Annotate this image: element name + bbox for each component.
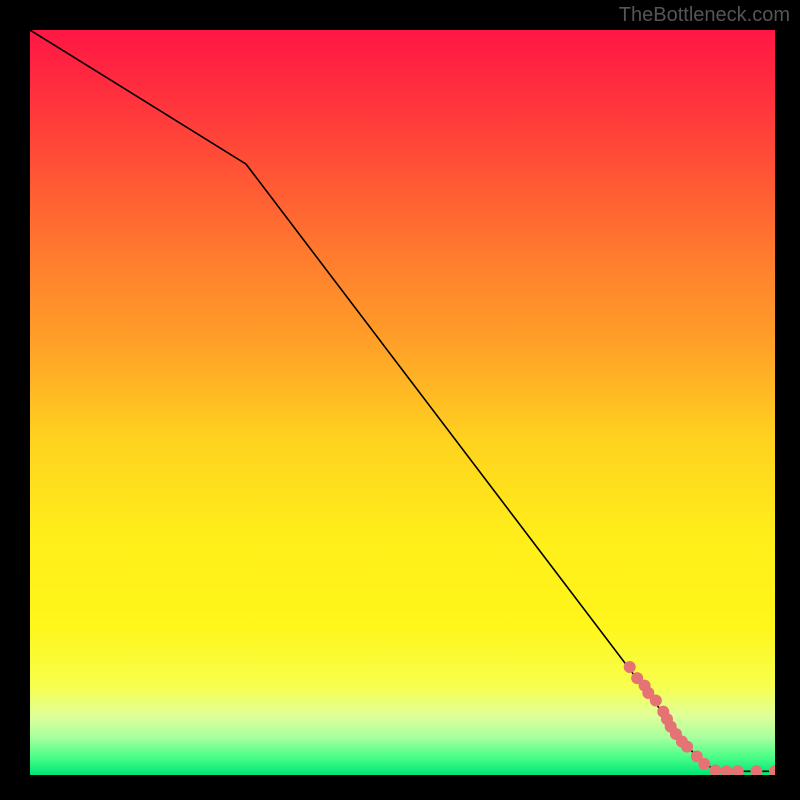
chart-marker (721, 765, 733, 775)
chart-marker (750, 765, 762, 775)
chart-overlay (30, 30, 775, 775)
chart-marker (732, 765, 744, 775)
chart-marker (681, 741, 693, 753)
chart-marker (769, 765, 775, 775)
chart-marker (624, 661, 636, 673)
chart-marker (698, 758, 710, 770)
chart-marker (650, 695, 662, 707)
chart-marker (709, 765, 721, 775)
chart-curve-line (30, 30, 775, 771)
watermark-text: TheBottleneck.com (619, 4, 790, 27)
chart-plot-area (30, 30, 775, 775)
chart-markers-group (624, 661, 775, 775)
